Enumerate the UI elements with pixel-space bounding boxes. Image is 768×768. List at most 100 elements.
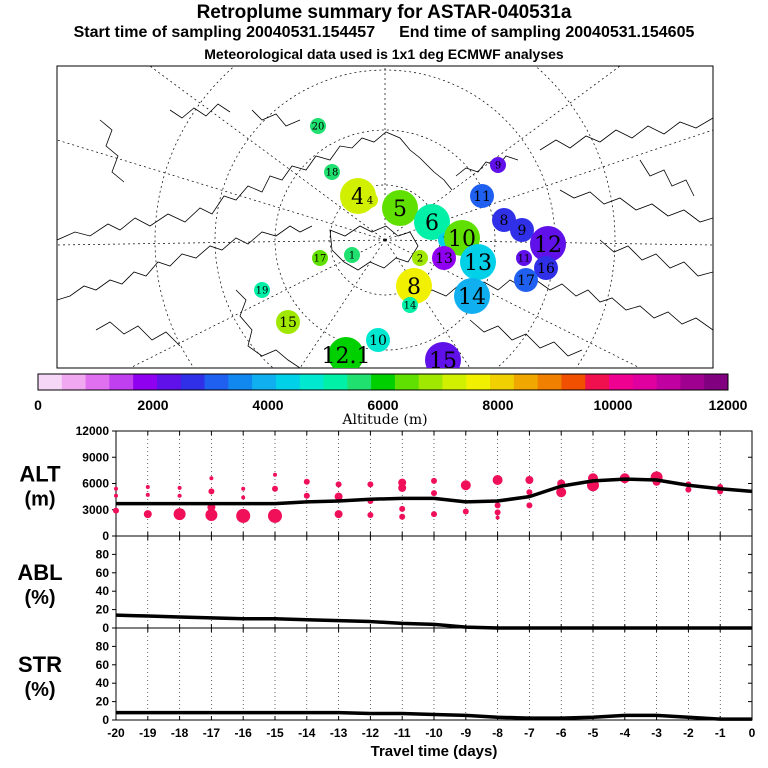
panel-title: ABL (17, 560, 62, 585)
map-point: 6 (414, 204, 450, 240)
map-point: 9 (510, 218, 534, 242)
map-point-label: 14 (404, 301, 417, 312)
panel-frame (115, 627, 753, 721)
series-line (116, 477, 753, 506)
map-point-label: 9 (495, 161, 501, 172)
colorbar-cell (561, 374, 586, 390)
map-point-marker (432, 246, 456, 270)
scatter-point (209, 476, 214, 481)
scatter-point (525, 476, 534, 484)
colorbar-cell (347, 374, 372, 390)
colorbar-tick-label: 4000 (252, 397, 283, 413)
colorbar-cell (466, 374, 491, 390)
altitude-colorbar: 0 2000 4000 6000 8000 10000 12000 Altitude (m) (34, 373, 748, 428)
colorbar-cell (537, 374, 562, 390)
map-point-marker (514, 268, 538, 292)
map-point: 17 (312, 250, 328, 266)
scatter-point (177, 485, 182, 490)
x-tick-label: -19 (139, 726, 157, 740)
panel-frame (115, 535, 753, 629)
colorbar-cell (228, 374, 253, 390)
map-point-marker (516, 250, 532, 266)
colorbar-cell (299, 374, 324, 390)
map-point-marker (310, 118, 326, 134)
map-point-marker (490, 157, 506, 173)
scatter-point (431, 490, 437, 497)
map-point: 8 (396, 268, 432, 304)
map-point-label: 14 (458, 285, 486, 310)
scatter-point (399, 513, 406, 520)
scatter-point (268, 508, 282, 523)
chart-title: Retroplume summary for ASTAR-040531a (196, 2, 572, 23)
colorbar-cell (109, 374, 134, 390)
scatter-point (526, 489, 533, 496)
map-point-label: 19 (256, 286, 269, 297)
scatter-point (272, 485, 278, 492)
y-tick-label: 6000 (82, 477, 109, 491)
y-tick-label: 20 (96, 603, 110, 617)
colorbar-cell (394, 374, 420, 390)
map-point-marker (492, 208, 516, 232)
x-tick-label: -3 (651, 726, 662, 740)
map-point-label: 12.1 (322, 344, 371, 369)
met-data-label: Meteorological data used is 1x1 deg ECMW… (204, 46, 564, 62)
colorbar-cell (275, 374, 301, 390)
polar-map: 1234455678899101011111212.11313141415151… (56, 65, 714, 369)
x-tick-label: -5 (588, 726, 599, 740)
map-point-label: 11 (518, 254, 531, 265)
map-point-marker (366, 328, 390, 352)
map-point-marker (344, 247, 360, 263)
map-point-marker (382, 190, 418, 226)
scatter-point (431, 511, 437, 518)
map-point-label: 10 (369, 333, 387, 349)
map-point-label: 5 (393, 197, 407, 222)
scatter-point (367, 512, 374, 518)
x-tick-label: -10 (425, 726, 443, 740)
x-tick-label: -20 (107, 726, 125, 740)
scatter-point (177, 493, 182, 498)
scatter-point (556, 487, 567, 498)
map-point-label: 13 (435, 251, 453, 267)
map-point-marker (276, 310, 300, 334)
colorbar-cell (442, 374, 467, 390)
scatter-point (241, 495, 246, 500)
colorbar-cell (632, 374, 658, 390)
map-point: 5 (382, 190, 418, 226)
y-tick-label: 0 (102, 713, 109, 727)
x-tick-label: -6 (556, 726, 567, 740)
map-point: 14 (454, 278, 490, 314)
map-coastlines (57, 103, 713, 368)
colorbar-cell (609, 374, 634, 390)
scatter-point (492, 475, 503, 485)
map-point-marker (412, 250, 428, 266)
colorbar-cell (656, 374, 681, 390)
scatter-point (241, 486, 246, 491)
map-point-label: 4 (351, 185, 365, 210)
scatter-point (205, 509, 218, 521)
colorbar-tick-label: 8000 (482, 397, 513, 413)
map-point-label: 18 (326, 168, 339, 179)
scatter-point (431, 477, 437, 484)
y-tick-label: 80 (96, 547, 110, 561)
trajectory-points: 1234455678899101011111212.11313141415151… (254, 118, 566, 369)
colorbar-cell (61, 374, 86, 390)
scatter-point (335, 481, 342, 488)
y-tick-label: 40 (96, 676, 110, 690)
x-tick-label: -18 (171, 726, 189, 740)
map-point: 18 (324, 164, 340, 180)
map-point: 13 (460, 244, 496, 280)
map-point-label: 4 (367, 196, 373, 207)
map-point-marker (254, 282, 270, 298)
map-point: 20 (310, 118, 326, 134)
colorbar-tick-label: 12000 (709, 397, 748, 413)
y-tick-label: 20 (96, 695, 110, 709)
map-point: 10 (366, 328, 390, 352)
x-tick-label: -15 (266, 726, 284, 740)
map-point-marker (425, 342, 461, 368)
x-tick-label: -2 (683, 726, 694, 740)
scatter-point (334, 492, 343, 501)
panel-ylabel: (m) (24, 489, 55, 511)
panel-alt: 0 3000 6000 9000 12000 ALT(m) (19, 424, 753, 543)
colorbar-cell (490, 374, 515, 390)
